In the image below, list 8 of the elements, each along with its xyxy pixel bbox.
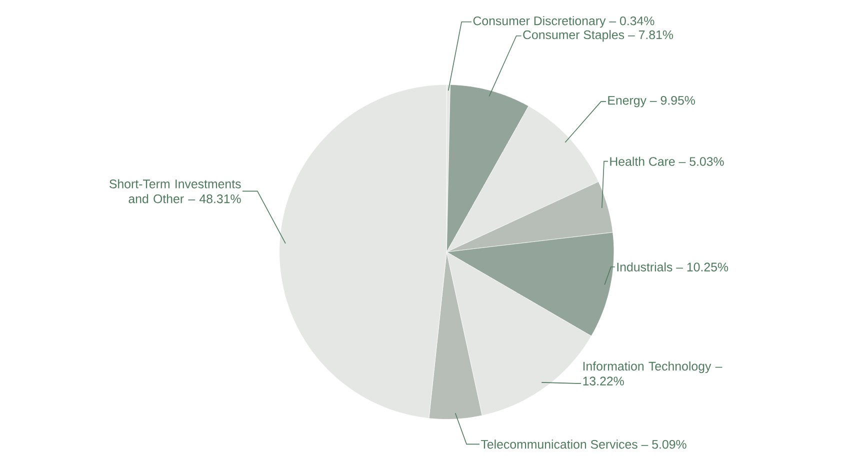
slice-label: Energy – 9.95%: [608, 96, 695, 108]
slice-label: Consumer Discretionary – 0.34%: [473, 16, 654, 28]
slice-label: Information Technology – 13.22%: [583, 361, 722, 386]
slice-label: Consumer Staples – 7.81%: [523, 30, 674, 42]
slice-label: Short-Term Investments and Other – 48.31%: [110, 179, 241, 204]
slice-label: Health Care – 5.03%: [610, 156, 724, 166]
slice-label: Telecommunication Services – 5.09%: [480, 440, 686, 449]
slice-label: Industrials – 10.25%: [617, 262, 728, 272]
